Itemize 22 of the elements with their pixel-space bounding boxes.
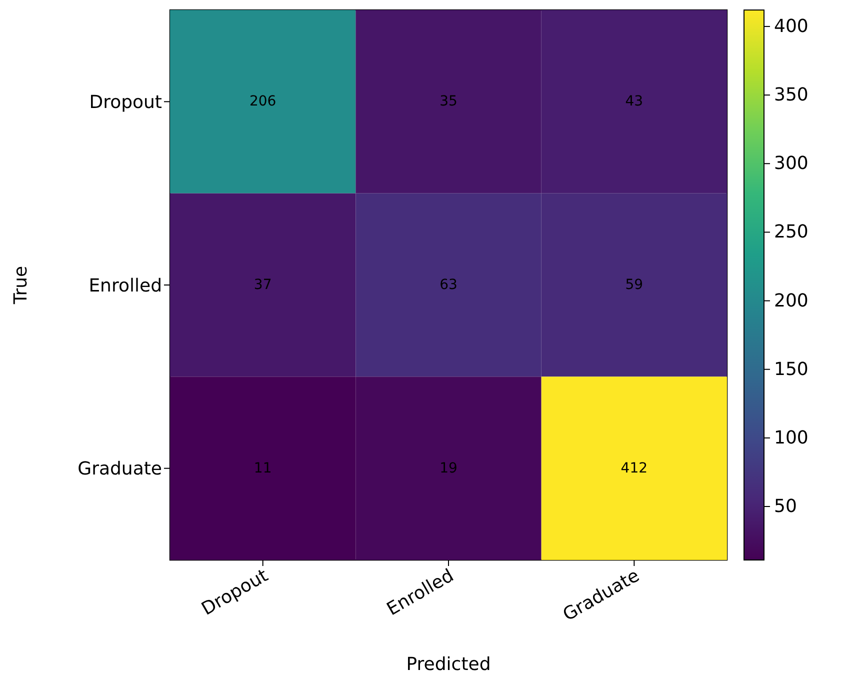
- y-tick-label: Graduate: [78, 458, 162, 480]
- data-label: 59: [625, 277, 644, 293]
- y-tick-label: Dropout: [89, 92, 162, 114]
- data-label: 43: [625, 94, 644, 110]
- x-axis-title: Predicted: [406, 654, 491, 675]
- y-axis-title: True: [10, 266, 32, 306]
- color-bar-label: 150: [774, 358, 808, 380]
- data-label: 35: [440, 94, 458, 110]
- color-bar-label: 200: [774, 290, 808, 312]
- color-bar-label: 250: [774, 222, 808, 243]
- color-bar-label: 50: [774, 496, 797, 518]
- color-bar-label: 400: [774, 16, 808, 37]
- data-label: 206: [249, 94, 276, 110]
- data-label: 19: [440, 460, 458, 476]
- data-label: 412: [620, 460, 648, 476]
- data-label: 11: [254, 460, 272, 476]
- data-label: 37: [254, 277, 272, 293]
- color-bar-label: 100: [774, 427, 808, 448]
- data-label: 63: [440, 277, 458, 293]
- color-bar-label: 350: [774, 84, 808, 106]
- color-bar-label: 300: [774, 153, 808, 174]
- y-tick-label: Enrolled: [88, 275, 162, 296]
